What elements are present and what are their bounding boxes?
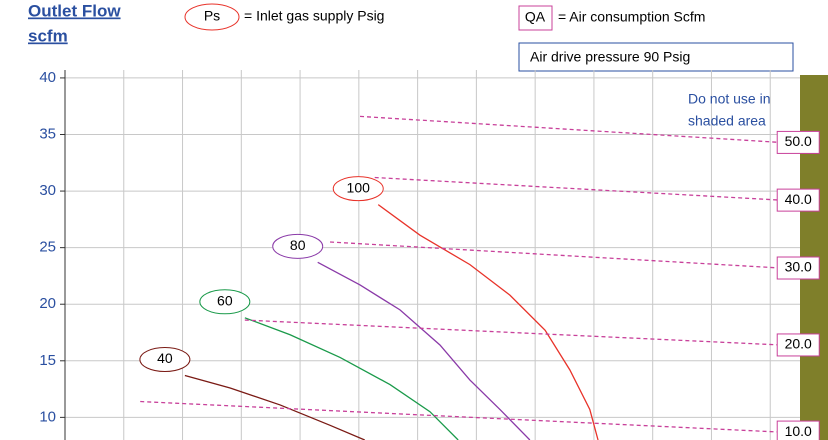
condition-box — [518, 42, 794, 72]
qa-box — [776, 256, 820, 280]
y-tick-label: 15 — [39, 352, 56, 369]
line — [184, 374, 365, 440]
y-tick-label: 40 — [39, 69, 56, 86]
qa-box — [776, 188, 820, 212]
line — [244, 317, 459, 440]
warning-text: shaded area — [688, 113, 766, 129]
line — [317, 261, 531, 440]
series-ellipse — [272, 233, 324, 259]
series-ellipse — [139, 347, 191, 373]
series-ellipse — [332, 176, 384, 202]
legend-text: = Inlet gas supply Psig — [244, 8, 384, 24]
y-tick-label: 20 — [39, 295, 56, 312]
y-tick-label: 10 — [39, 408, 56, 425]
y-axis-label: scfm — [28, 26, 68, 45]
legend-box — [518, 5, 553, 31]
legend-symbol: QA — [525, 9, 546, 25]
line — [377, 204, 599, 440]
y-tick-label: 30 — [39, 182, 56, 199]
series-label: 80 — [290, 237, 306, 253]
y-tick-label: 35 — [39, 125, 56, 142]
qa-label: 50.0 — [785, 133, 812, 149]
qa-label: 10.0 — [785, 423, 812, 439]
legend-ellipse — [184, 3, 240, 31]
line — [359, 115, 781, 144]
series-label: 60 — [217, 293, 233, 309]
chart-title: Outlet Flow — [28, 1, 121, 20]
qa-box — [776, 130, 820, 154]
qa-box — [776, 420, 820, 440]
series-label: 100 — [347, 179, 371, 195]
line — [330, 241, 781, 269]
qa-box — [776, 333, 820, 357]
qa-label: 20.0 — [785, 336, 812, 352]
qa-label: 40.0 — [785, 191, 812, 207]
legend-symbol: Ps — [204, 8, 220, 24]
warning-text: Do not use in — [688, 91, 771, 107]
y-tick-label: 25 — [39, 239, 56, 256]
series-label: 40 — [157, 350, 173, 366]
legend-text: = Air consumption Scfm — [558, 9, 705, 25]
line — [140, 400, 781, 433]
series-ellipse — [199, 289, 251, 315]
line — [374, 176, 781, 201]
qa-label: 30.0 — [785, 259, 812, 275]
condition-text: Air drive pressure 90 Psig — [530, 49, 690, 65]
line — [244, 319, 781, 346]
